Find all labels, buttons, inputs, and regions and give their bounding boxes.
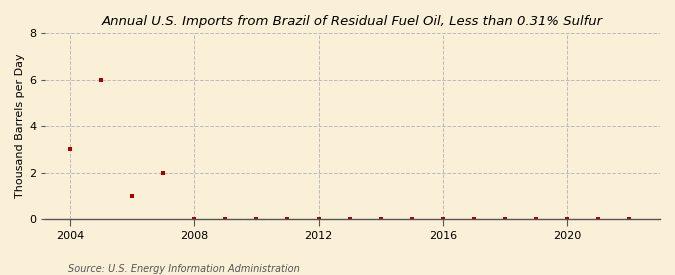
Text: Source: U.S. Energy Information Administration: Source: U.S. Energy Information Administ… — [68, 264, 299, 274]
Title: Annual U.S. Imports from Brazil of Residual Fuel Oil, Less than 0.31% Sulfur: Annual U.S. Imports from Brazil of Resid… — [102, 15, 603, 28]
Y-axis label: Thousand Barrels per Day: Thousand Barrels per Day — [15, 54, 25, 199]
